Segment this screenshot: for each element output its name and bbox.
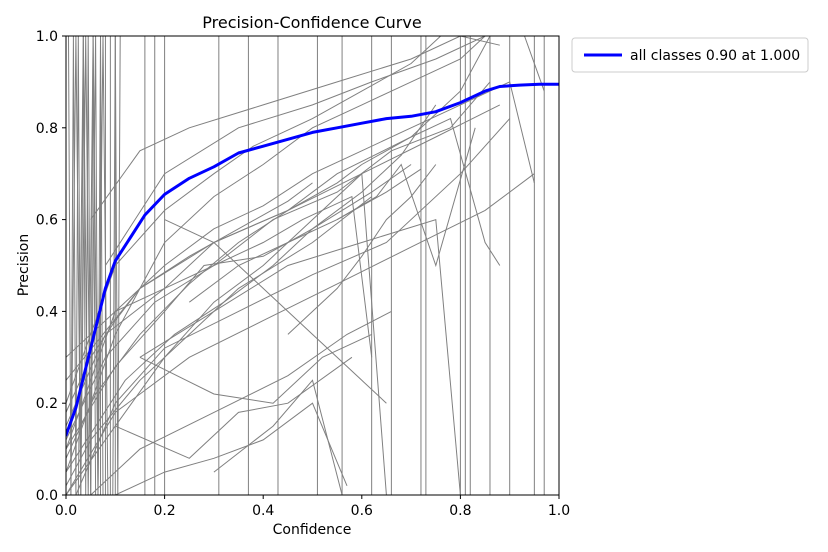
- x-axis-label: Confidence: [273, 522, 352, 538]
- class-curve-8: [66, 164, 363, 459]
- class-curve-27: [189, 168, 422, 303]
- class-curve-2: [66, 172, 387, 495]
- class-curve-15: [90, 310, 392, 495]
- class-curve-17: [115, 356, 353, 459]
- class-curve-10: [66, 182, 313, 413]
- legend: all classes 0.90 at 1.000: [571, 37, 809, 73]
- y-axis-ticks: 0.0 0.2 0.4 0.6 0.8 1.0: [36, 29, 66, 504]
- class-curve-25: [336, 127, 476, 268]
- x-tick-label: 0.0: [55, 503, 77, 519]
- y-tick-label: 0.4: [36, 304, 58, 320]
- class-curve-13: [66, 104, 501, 381]
- class-curve-24: [213, 379, 343, 495]
- class-curve-11: [66, 104, 437, 473]
- x-tick-label: 1.0: [548, 503, 570, 519]
- x-tick-label: 0.4: [252, 503, 274, 519]
- y-tick-label: 1.0: [36, 29, 58, 45]
- y-axis-label: Precision: [16, 234, 32, 296]
- class-curve-26: [361, 117, 501, 266]
- class-curve-12: [66, 81, 491, 441]
- y-tick-label: 0.0: [36, 488, 58, 504]
- class-curve-23: [287, 164, 437, 335]
- legend-box: [571, 37, 809, 73]
- y-tick-label: 0.2: [36, 396, 58, 412]
- class-curve-22: [104, 36, 545, 266]
- class-curve-5: [66, 36, 442, 404]
- y-tick-label: 0.6: [36, 213, 58, 229]
- class-spike-curve-1: [70, 36, 104, 495]
- class-curve-6: [75, 118, 511, 495]
- class-curve-0: [66, 36, 486, 473]
- class-curve-18: [139, 333, 372, 404]
- class-curve-21: [90, 36, 500, 220]
- all-classes-curve: [66, 82, 559, 437]
- class-curve-14: [66, 173, 535, 495]
- legend-label: all classes 0.90 at 1.000: [630, 48, 800, 64]
- chart-title: Precision-Confidence Curve: [202, 13, 421, 32]
- x-tick-label: 0.2: [153, 503, 175, 519]
- class-curve-20: [139, 218, 461, 495]
- plot-area: [66, 36, 559, 495]
- class-curve-1: [66, 81, 535, 450]
- all-classes-curve-group: [66, 82, 559, 437]
- x-tick-label: 0.8: [449, 503, 471, 519]
- class-curve-19: [164, 219, 387, 404]
- plot-frame: [65, 35, 560, 496]
- x-tick-label: 0.6: [351, 503, 373, 519]
- class-curve-7: [66, 195, 373, 358]
- y-tick-label: 0.8: [36, 121, 58, 137]
- class-curves: [66, 36, 545, 495]
- class-curve-3: [66, 196, 373, 487]
- class-curve-16: [115, 402, 348, 495]
- x-axis-ticks: 0.0 0.2 0.4 0.6 0.8 1.0: [55, 495, 570, 519]
